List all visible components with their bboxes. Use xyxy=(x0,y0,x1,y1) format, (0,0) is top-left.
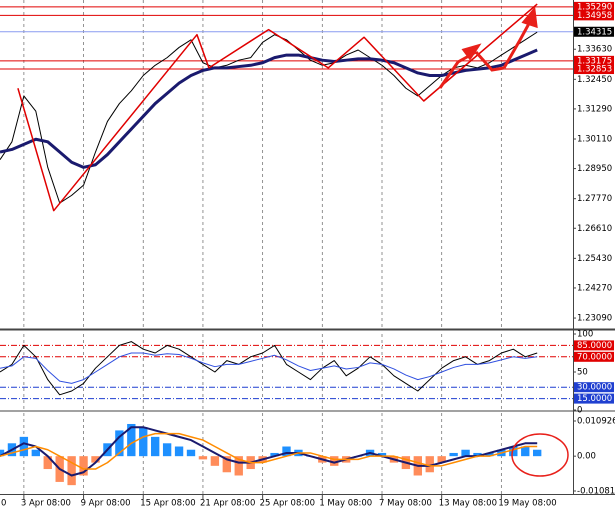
y-tick-label: 1.28950 xyxy=(577,164,612,174)
y-tick-label: 1.24270 xyxy=(577,283,612,293)
series-line xyxy=(0,432,538,470)
histogram-bar xyxy=(282,446,291,457)
histogram-bar xyxy=(139,427,148,457)
histogram-bar xyxy=(330,456,339,466)
histogram-bar xyxy=(521,446,530,457)
histogram-bar xyxy=(91,456,100,463)
price-label-box xyxy=(574,10,614,21)
highlight-ellipse xyxy=(511,433,569,477)
histogram-bar xyxy=(377,452,387,457)
series-line xyxy=(0,426,538,477)
price-label-box xyxy=(574,64,614,75)
y-tick-label: 1.27770 xyxy=(577,194,612,204)
price-label: 1.34958 xyxy=(577,11,612,21)
price-label: 1.32853 xyxy=(577,65,612,75)
histogram-bar xyxy=(234,456,243,476)
price-label: 85.0000 xyxy=(577,341,612,351)
price-label: 30.0000 xyxy=(577,383,612,393)
price-label: 1.35290 xyxy=(577,2,612,12)
histogram-bar xyxy=(437,456,446,463)
histogram-bar xyxy=(449,452,458,457)
x-tick-label: 0 xyxy=(1,499,6,509)
histogram-bar xyxy=(19,436,29,457)
arrow xyxy=(474,51,505,72)
price-label-box xyxy=(574,351,614,362)
price-label: 1.33175 xyxy=(577,56,612,66)
x-tick-label: 13 May 08:00 xyxy=(439,499,497,509)
histogram-bar xyxy=(151,436,160,457)
price-label-box xyxy=(574,1,614,12)
histogram-bar xyxy=(509,446,518,457)
annotations xyxy=(438,6,569,477)
y-tick-label: 1.32450 xyxy=(577,75,612,85)
series-line xyxy=(17,3,538,212)
y-tick-label: 1.33630 xyxy=(577,45,612,55)
x-tick-label: 3 Apr 08:00 xyxy=(21,499,71,509)
series-line xyxy=(0,31,538,204)
histogram-bar xyxy=(43,456,52,470)
histogram-bar xyxy=(425,456,434,473)
series-line xyxy=(0,352,538,384)
y-tick-label: 0.0109268 xyxy=(577,416,615,426)
price-label-box xyxy=(574,393,614,404)
y-tick-label: 1.25430 xyxy=(577,254,612,264)
histogram-bar xyxy=(115,430,124,457)
histogram-bar xyxy=(31,449,40,457)
y-tick-label: -0.0108176 xyxy=(577,486,615,496)
price-label: 15.0000 xyxy=(577,394,612,404)
x-tick-label: 9 Apr 08:00 xyxy=(81,499,131,509)
histogram-bar xyxy=(67,456,76,486)
histogram-bar xyxy=(186,449,196,457)
y-tick-label: 1.26610 xyxy=(577,224,612,234)
histogram-bar xyxy=(485,452,494,457)
histogram-bar xyxy=(533,449,542,457)
arrow-head xyxy=(521,6,538,29)
histogram-bar xyxy=(127,423,136,457)
y-tick-label: 1.30110 xyxy=(577,135,612,145)
price-label: 70.0000 xyxy=(577,352,612,362)
arrow xyxy=(502,17,534,69)
y-tick-label: 1.23090 xyxy=(577,314,612,324)
x-tick-label: 1 May 08:00 xyxy=(319,499,372,509)
arrow-head xyxy=(461,43,482,61)
histogram-bar xyxy=(222,456,231,473)
x-tick-label: 25 Apr 08:00 xyxy=(260,499,315,509)
histogram-bar xyxy=(198,456,208,460)
y-tick-label: 1.31290 xyxy=(577,104,612,114)
price-label-box xyxy=(574,26,614,37)
histogram-bar xyxy=(210,456,220,466)
histogram-bar xyxy=(473,452,482,457)
y-tick-label: 0 xyxy=(577,406,582,416)
x-tick-label: 21 Apr 08:00 xyxy=(200,499,255,509)
y-tick-label: 0.00 xyxy=(577,452,596,462)
price-label-box xyxy=(574,340,614,351)
histogram-bar xyxy=(79,456,88,476)
price-label-box xyxy=(574,55,614,66)
histogram-bar xyxy=(0,449,5,457)
x-tick-label: 7 May 08:00 xyxy=(379,499,432,509)
price-label: 1.34315 xyxy=(577,27,612,37)
y-tick-label: 100 xyxy=(577,330,593,340)
histogram-bar xyxy=(174,446,184,457)
price-label-box xyxy=(574,382,614,393)
histogram-bar xyxy=(162,443,172,457)
x-tick-label: 19 May 08:00 xyxy=(498,499,556,509)
x-tick-label: 15 Apr 08:00 xyxy=(140,499,195,509)
histogram-bar xyxy=(461,449,470,457)
y-tick-label: 50 xyxy=(577,368,588,378)
histogram-bar xyxy=(270,452,279,457)
